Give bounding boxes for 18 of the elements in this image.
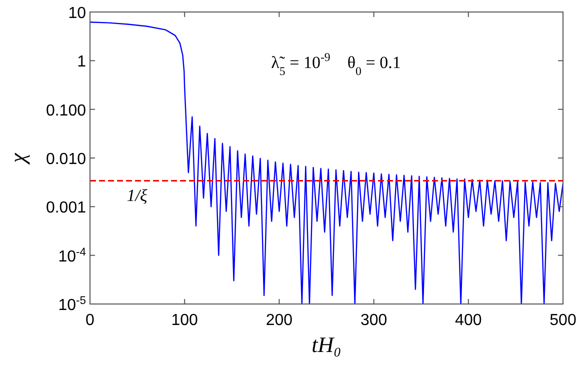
x-tick-label: 500 [550, 312, 576, 329]
y-tick-label: 10 [68, 5, 86, 22]
ref-line-label: 1/ξ [126, 186, 148, 205]
y-tick-label: 0.001 [46, 200, 86, 217]
x-tick-label: 400 [455, 312, 482, 329]
y-tick-label: 0.100 [46, 102, 86, 120]
y-axis-title: χ [5, 152, 30, 165]
y-tick-label: 10$^{-4}$ [58, 246, 86, 266]
x-tick-label: 100 [171, 312, 198, 329]
x-tick-label: 300 [360, 312, 388, 329]
y-tick-label: 10$^{-5}$ [58, 295, 86, 314]
x-axis-title: tH₀ [312, 332, 342, 357]
text: λ̃$_{5}$ = 10$^{-9}$ θ$_{0}$ = 0.1 [271, 50, 401, 78]
y-tick-label: 0.010 [46, 151, 86, 168]
x-tick-label: 0 [86, 312, 95, 329]
line-series [90, 22, 563, 304]
y-tick-label: 1 [77, 54, 86, 71]
x-tick-label: 200 [266, 312, 293, 329]
